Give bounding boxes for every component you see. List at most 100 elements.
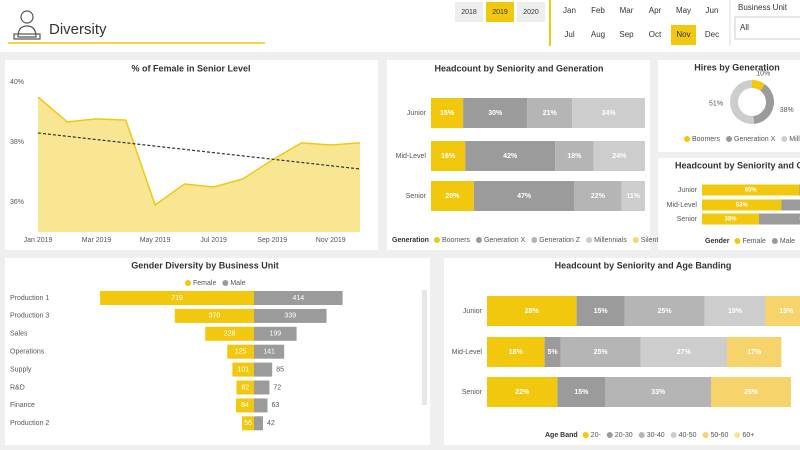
legend-swatch bbox=[433, 237, 440, 243]
x-tick-label: Mar 2019 bbox=[82, 237, 112, 244]
data-label: 370 bbox=[209, 313, 221, 320]
category-label: R&D bbox=[10, 384, 25, 391]
month-button[interactable] bbox=[699, 1, 725, 21]
bar-segment bbox=[640, 337, 727, 367]
x-tick-label: Nov 2019 bbox=[316, 237, 346, 244]
bar-segment bbox=[431, 98, 464, 128]
scrollbar[interactable] bbox=[422, 290, 427, 405]
data-label: 27% bbox=[677, 349, 692, 356]
legend-label: Female bbox=[743, 238, 766, 245]
month-button[interactable] bbox=[614, 25, 639, 45]
legend-swatch bbox=[638, 432, 645, 438]
bar-segment bbox=[727, 337, 782, 367]
legend-label: 20-30 bbox=[615, 432, 633, 439]
category-label: Mid-Level bbox=[452, 349, 483, 356]
bar-segment bbox=[487, 337, 545, 367]
month-button[interactable] bbox=[557, 25, 582, 45]
month-button[interactable] bbox=[585, 1, 611, 21]
month-label[interactable]: Jun bbox=[706, 6, 719, 15]
year-label[interactable]: 2019 bbox=[492, 9, 508, 16]
y-tick-label: 40% bbox=[10, 79, 24, 86]
bar-segment bbox=[704, 296, 766, 326]
bar bbox=[254, 344, 285, 359]
bar-segment bbox=[711, 377, 791, 407]
month-label[interactable]: Aug bbox=[591, 30, 605, 39]
data-label: 20% bbox=[445, 193, 460, 200]
legend-swatch bbox=[771, 238, 778, 244]
data-label: 84 bbox=[241, 402, 249, 409]
month-label[interactable]: Jul bbox=[564, 30, 574, 39]
month-label[interactable]: Feb bbox=[591, 6, 605, 15]
area bbox=[38, 97, 360, 232]
chart-title: Headcount by Seniority and G bbox=[675, 160, 800, 170]
unit-value[interactable]: All bbox=[740, 23, 749, 32]
category-label: Finance bbox=[10, 402, 35, 409]
x-tick-label: Sep 2019 bbox=[257, 237, 287, 244]
bar-segment bbox=[621, 181, 645, 211]
bar bbox=[254, 326, 297, 341]
month-label[interactable]: Mar bbox=[620, 6, 634, 15]
data-label: 25% bbox=[594, 349, 609, 356]
data-label: 42% bbox=[503, 153, 518, 160]
month-button[interactable] bbox=[614, 1, 639, 21]
bar-segment bbox=[702, 213, 759, 225]
data-label: 38% bbox=[724, 217, 737, 223]
data-label: 56 bbox=[244, 420, 252, 427]
month-label[interactable]: Nov bbox=[676, 30, 690, 39]
legend-swatch bbox=[582, 432, 589, 438]
data-label: 199 bbox=[269, 331, 281, 338]
data-label: 18% bbox=[509, 349, 524, 356]
legend-title: Generation bbox=[392, 237, 429, 244]
legend-swatch bbox=[222, 280, 229, 286]
bar-segment bbox=[765, 296, 800, 326]
data-label: 28% bbox=[525, 308, 540, 315]
month-button[interactable] bbox=[671, 1, 696, 21]
month-button[interactable] bbox=[557, 1, 582, 21]
month-label[interactable]: Sep bbox=[619, 30, 634, 39]
data-label: 72 bbox=[273, 384, 281, 391]
data-label: 82 bbox=[241, 384, 249, 391]
donut-slice bbox=[753, 84, 774, 124]
bar-segment bbox=[572, 98, 645, 128]
legend-swatch bbox=[781, 136, 788, 142]
bar bbox=[254, 398, 268, 413]
data-label: 25% bbox=[744, 389, 759, 396]
legend-swatch bbox=[702, 432, 709, 438]
y-tick-label: 38% bbox=[10, 139, 24, 146]
bar-segment bbox=[576, 296, 625, 326]
month-label[interactable]: Jan bbox=[563, 6, 576, 15]
legend-label: Generation Z bbox=[539, 237, 581, 244]
bar bbox=[254, 380, 270, 395]
chart-title: % of Female in Senior Level bbox=[131, 63, 250, 73]
month-label[interactable]: Apr bbox=[649, 6, 662, 15]
category-label: Supply bbox=[10, 366, 32, 373]
legend-swatch bbox=[726, 136, 733, 142]
month-button[interactable] bbox=[642, 1, 668, 21]
year-button[interactable] bbox=[455, 2, 483, 22]
month-button[interactable] bbox=[671, 25, 696, 45]
legend-swatch bbox=[734, 432, 741, 438]
data-label: 42 bbox=[267, 420, 275, 427]
year-button[interactable] bbox=[517, 2, 545, 22]
month-label[interactable]: May bbox=[676, 6, 691, 15]
unit-dropdown[interactable] bbox=[734, 16, 800, 40]
category-label: Senior bbox=[462, 389, 483, 396]
year-label[interactable]: 2020 bbox=[523, 9, 539, 16]
month-label[interactable]: Dec bbox=[705, 30, 719, 39]
legend-label: 20- bbox=[591, 432, 602, 439]
bar-segment bbox=[574, 181, 622, 211]
month-button[interactable] bbox=[642, 25, 668, 45]
category-label: Mid-Level bbox=[396, 153, 427, 160]
month-label[interactable]: Oct bbox=[649, 30, 662, 39]
bar-segment bbox=[624, 296, 705, 326]
data-label: 63 bbox=[271, 402, 279, 409]
year-label[interactable]: 2018 bbox=[461, 9, 477, 16]
month-button[interactable] bbox=[585, 25, 611, 45]
legend-label: Millennials bbox=[594, 237, 627, 244]
chart-title: Headcount by Seniority and Age Banding bbox=[555, 260, 732, 270]
month-button[interactable] bbox=[699, 25, 725, 45]
legend-label: Female bbox=[193, 280, 216, 287]
data-label: 25% bbox=[658, 308, 673, 315]
category-label: Junior bbox=[463, 308, 483, 315]
year-button[interactable] bbox=[486, 2, 514, 22]
